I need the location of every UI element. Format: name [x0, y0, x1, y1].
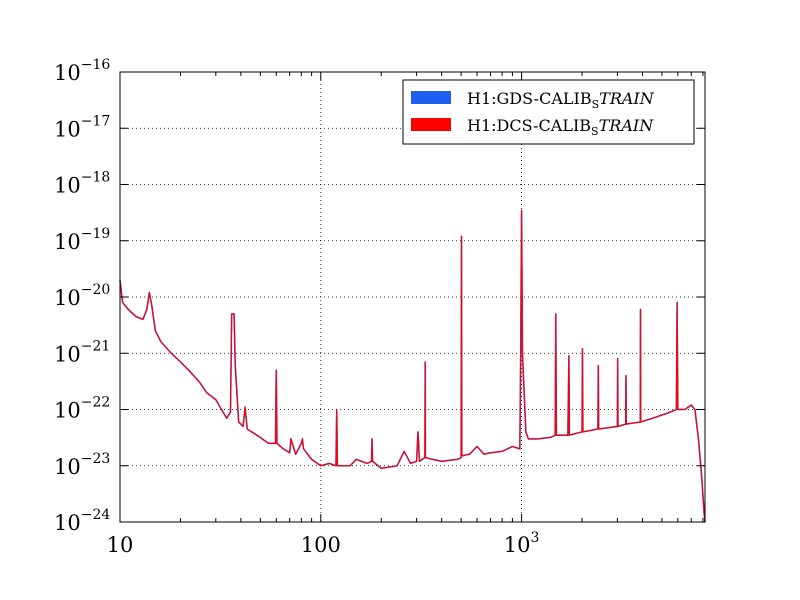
x-tick-label: 103 — [504, 530, 540, 557]
y-tick-label-base: 10 — [54, 399, 81, 423]
y-tick-label: 10−24 — [54, 507, 110, 535]
y-tick-label-base: 10 — [54, 117, 81, 141]
legend-swatch-gds — [411, 91, 451, 104]
x-tick-label: 10 — [107, 533, 134, 557]
series-line-dcs — [119, 209, 706, 523]
legend-box — [402, 79, 695, 145]
x-tick-label-exp: 3 — [531, 530, 540, 546]
x-tick-label-base: 10 — [107, 533, 134, 557]
y-tick-label: 10−21 — [54, 338, 110, 366]
x-tick-label: 100 — [301, 533, 341, 557]
y-tick-label-exp: −24 — [81, 507, 111, 523]
y-tick-label: 10−23 — [54, 451, 110, 479]
series-lines — [119, 209, 706, 523]
legend-label-dcs-sub: S — [591, 125, 599, 138]
y-tick-label-exp: −17 — [81, 113, 111, 129]
y-tick-label-exp: −21 — [81, 338, 111, 354]
y-tick-label: 10−18 — [54, 170, 110, 198]
x-tick-label-base: 100 — [301, 533, 341, 557]
y-tick-label-exp: −23 — [81, 451, 111, 467]
y-tick-label-base: 10 — [54, 455, 81, 479]
legend-label-dcs: H1:DCS-CALIBSTRAIN — [467, 116, 654, 138]
legend-label-dcs-base: H1:DCS-CALIB — [467, 116, 591, 135]
y-tick-label-exp: −16 — [81, 57, 111, 73]
legend-label-gds-ital: TRAIN — [599, 89, 655, 108]
legend: H1:GDS-CALIBSTRAIN H1:DCS-CALIBSTRAIN — [402, 79, 695, 145]
legend-label-gds-base: H1:GDS-CALIB — [467, 89, 592, 108]
y-tick-label: 10−19 — [54, 226, 110, 254]
y-tick-label-exp: −22 — [81, 395, 111, 411]
y-tick-label-base: 10 — [54, 174, 81, 198]
y-tick-label-base: 10 — [54, 61, 81, 85]
y-tick-label-base: 10 — [54, 230, 81, 254]
y-tick-label: 10−22 — [54, 395, 110, 423]
y-tick-labels: 10−2410−2310−2210−2110−2010−1910−1810−17… — [54, 57, 110, 535]
y-tick-label-exp: −19 — [81, 226, 111, 242]
y-tick-label-exp: −20 — [81, 282, 111, 298]
x-tick-labels: 10 100 103 — [107, 530, 540, 557]
legend-label-dcs-ital: TRAIN — [599, 116, 655, 135]
y-tick-label-exp: −18 — [81, 170, 111, 186]
y-tick-label-base: 10 — [54, 342, 81, 366]
x-tick-label-base: 10 — [504, 533, 531, 557]
legend-label-gds-sub: S — [592, 98, 600, 111]
y-tick-label-base: 10 — [54, 511, 81, 535]
y-tick-label-base: 10 — [54, 286, 81, 310]
y-tick-label: 10−16 — [54, 57, 110, 85]
y-tick-label: 10−17 — [54, 113, 110, 141]
axis-ticks — [119, 71, 705, 523]
y-tick-label: 10−20 — [54, 282, 110, 310]
legend-swatch-dcs — [411, 118, 451, 131]
legend-label-gds: H1:GDS-CALIBSTRAIN — [467, 89, 655, 111]
